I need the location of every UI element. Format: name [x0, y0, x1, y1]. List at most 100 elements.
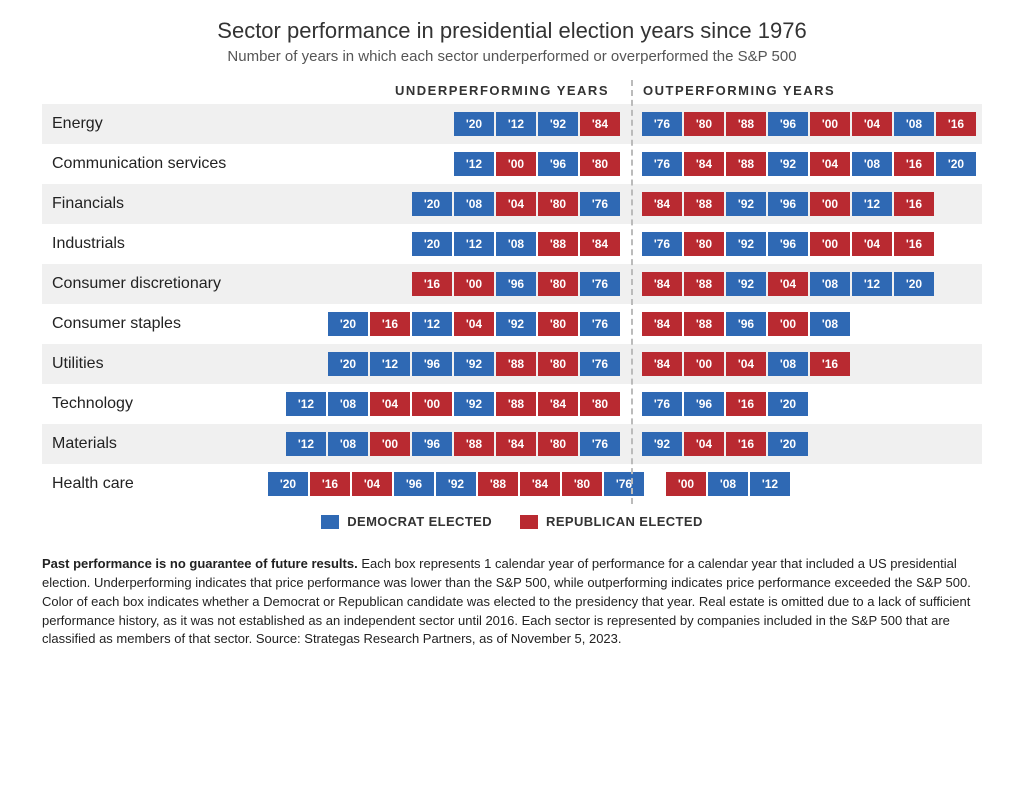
year-box: '16 [936, 112, 976, 136]
underperforming-cells: '20'08'04'80'76 [267, 192, 631, 216]
year-box: '20 [768, 392, 808, 416]
year-box: '80 [684, 232, 724, 256]
year-box: '88 [726, 112, 766, 136]
outperforming-header: OUTPERFORMING YEARS [631, 83, 982, 98]
year-box: '76 [580, 352, 620, 376]
year-box: '80 [538, 352, 578, 376]
year-box: '96 [496, 272, 536, 296]
year-box: '96 [768, 232, 808, 256]
year-box: '76 [642, 232, 682, 256]
year-box: '16 [894, 232, 934, 256]
year-box: '20 [936, 152, 976, 176]
sector-label: Materials [42, 435, 267, 453]
year-box: '92 [726, 272, 766, 296]
year-box: '88 [496, 392, 536, 416]
year-box: '12 [286, 432, 326, 456]
year-box: '00 [666, 472, 706, 496]
year-box: '20 [454, 112, 494, 136]
legend-republican: REPUBLICAN ELECTED [520, 514, 703, 529]
year-box: '92 [768, 152, 808, 176]
year-box: '00 [684, 352, 724, 376]
year-box: '04 [852, 112, 892, 136]
sector-label: Industrials [42, 235, 267, 253]
year-box: '16 [726, 392, 766, 416]
year-box: '20 [768, 432, 808, 456]
outperforming-cells: '84'00'04'08'16 [631, 352, 982, 376]
sector-label: Utilities [42, 355, 267, 373]
year-box: '08 [328, 392, 368, 416]
year-box: '96 [412, 432, 452, 456]
underperforming-cells: '20'12'92'84 [267, 112, 631, 136]
year-box: '84 [538, 392, 578, 416]
year-box: '76 [642, 392, 682, 416]
outperforming-cells: '84'88'92'96'00'12'16 [631, 192, 982, 216]
year-box: '00 [810, 112, 850, 136]
outperforming-cells: '84'88'92'04'08'12'20 [631, 272, 982, 296]
center-divider [631, 80, 633, 504]
year-box: '80 [580, 152, 620, 176]
year-box: '80 [562, 472, 602, 496]
year-box: '04 [768, 272, 808, 296]
year-box: '84 [642, 272, 682, 296]
year-box: '84 [642, 192, 682, 216]
underperforming-cells: '12'08'04'00'92'88'84'80 [267, 392, 631, 416]
chart-title: Sector performance in presidential elect… [42, 18, 982, 44]
year-box: '04 [352, 472, 392, 496]
year-box: '96 [768, 192, 808, 216]
year-box: '92 [436, 472, 476, 496]
sector-row: Consumer staples'20'16'12'04'92'80'76'84… [42, 304, 982, 344]
sector-label: Technology [42, 395, 267, 413]
outperforming-cells: '76'80'88'96'00'04'08'16 [631, 112, 982, 136]
year-box: '12 [370, 352, 410, 376]
sector-label: Consumer discretionary [42, 275, 267, 293]
year-box: '76 [642, 112, 682, 136]
year-box: '92 [454, 392, 494, 416]
year-box: '88 [684, 192, 724, 216]
year-box: '12 [750, 472, 790, 496]
sector-label: Energy [42, 115, 267, 133]
underperforming-cells: '16'00'96'80'76 [267, 272, 631, 296]
year-box: '96 [538, 152, 578, 176]
underperforming-cells: '20'12'08'88'84 [267, 232, 631, 256]
year-box: '84 [642, 312, 682, 336]
year-box: '76 [642, 152, 682, 176]
year-box: '20 [894, 272, 934, 296]
underperforming-cells: '20'16'04'96'92'88'84'80'76 [267, 472, 655, 496]
footnote: Past performance is no guarantee of futu… [42, 555, 982, 649]
year-box: '88 [684, 272, 724, 296]
year-box: '08 [810, 312, 850, 336]
year-box: '00 [810, 232, 850, 256]
year-box: '88 [478, 472, 518, 496]
sector-label: Communication services [42, 155, 267, 173]
legend-democrat: DEMOCRAT ELECTED [321, 514, 492, 529]
sector-row: Financials'20'08'04'80'76'84'88'92'96'00… [42, 184, 982, 224]
democrat-swatch [321, 515, 339, 529]
sector-row: Industrials'20'12'08'88'84'76'80'92'96'0… [42, 224, 982, 264]
year-box: '92 [642, 432, 682, 456]
year-box: '20 [268, 472, 308, 496]
year-box: '04 [810, 152, 850, 176]
sector-row: Technology'12'08'04'00'92'88'84'80'76'96… [42, 384, 982, 424]
outperforming-cells: '84'88'96'00'08 [631, 312, 982, 336]
year-box: '96 [412, 352, 452, 376]
sector-row: Materials'12'08'00'96'88'84'80'76'92'04'… [42, 424, 982, 464]
year-box: '76 [580, 432, 620, 456]
year-box: '04 [684, 432, 724, 456]
year-box: '92 [538, 112, 578, 136]
year-box: '00 [370, 432, 410, 456]
year-box: '76 [604, 472, 644, 496]
year-box: '04 [726, 352, 766, 376]
year-box: '12 [286, 392, 326, 416]
year-box: '08 [496, 232, 536, 256]
year-box: '92 [454, 352, 494, 376]
outperforming-cells: '76'84'88'92'04'08'16'20 [631, 152, 982, 176]
year-box: '16 [412, 272, 452, 296]
year-box: '80 [538, 432, 578, 456]
column-headers: UNDERPERFORMING YEARS OUTPERFORMING YEAR… [42, 83, 982, 98]
year-box: '12 [454, 152, 494, 176]
year-box: '96 [768, 112, 808, 136]
year-box: '88 [496, 352, 536, 376]
year-box: '20 [412, 232, 452, 256]
chart-subtitle: Number of years in which each sector und… [42, 48, 982, 65]
sector-label: Health care [42, 475, 267, 493]
